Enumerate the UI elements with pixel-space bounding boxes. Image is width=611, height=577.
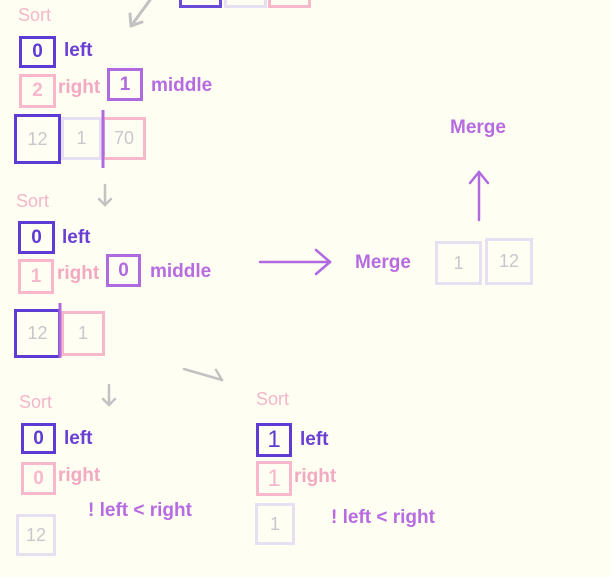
condition-label-step3-left: ! left < right [88,500,192,521]
right-index-box-step3-left: 0 [21,462,56,495]
right-label-step2: right [57,263,100,284]
right-index-box-step2: 1 [18,259,54,294]
condition-label-step3-right: ! left < right [331,507,435,528]
left-index-box-step3-left: 0 [21,423,56,454]
left-index-box-step3-right: 1 [256,423,292,457]
arrow-down-step2 [101,383,117,407]
array-cell-step3-right-0: 1 [255,503,295,545]
middle-index-box-step1: 1 [107,68,143,101]
left-label-step3-right: left [300,429,329,450]
sort-label-step1: Sort [18,5,52,25]
array-cell-step2-0: 12 [14,309,61,358]
top-partial-box-left [179,0,222,8]
array-cell-step3-left-0: 12 [16,514,56,556]
arrow-down-step1 [97,183,113,207]
merged-cell-0: 1 [435,241,482,285]
arrow-diagonal-step3 [182,367,224,382]
merge-label-middle: Merge [355,252,411,273]
sort-label-step2: Sort [16,191,50,211]
right-label-step3-left: right [58,465,101,486]
right-label-step3-right: right [294,466,337,487]
left-label-step3-left: left [64,428,93,449]
middle-index-box-step2: 0 [106,254,141,287]
middle-label-step1: middle [151,75,213,96]
right-label-step1: right [58,77,101,98]
left-index-box-step1: 0 [19,36,56,68]
arrow-to-merge [258,248,332,276]
merge-label-top: Merge [450,117,506,138]
merged-cell-1: 12 [485,238,533,285]
right-index-box-step1: 2 [19,74,56,108]
sort-label-step3-left: Sort [19,392,53,412]
right-index-box-step3-right: 1 [256,461,292,496]
left-index-box-step2: 0 [18,221,55,254]
middle-label-step2: middle [150,261,212,282]
arrow-top-diagonal [128,0,152,28]
top-partial-box-right [268,0,311,8]
arrow-up-merge [468,170,490,222]
array-cell-step1-1: 1 [61,117,102,160]
top-partial-box-middle [224,0,267,8]
left-label-step1: left [64,40,93,61]
array-cell-step2-1: 1 [61,311,105,356]
array-cell-step1-2: 70 [102,117,146,160]
array-cell-step1-0: 12 [14,114,61,164]
left-label-step2: left [62,227,91,248]
sort-label-step3-right: Sort [256,389,290,409]
